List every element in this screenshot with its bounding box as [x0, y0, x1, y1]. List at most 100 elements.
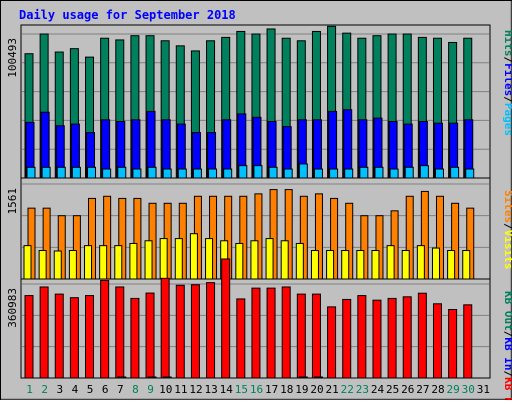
- bar-pages-day-14: [223, 168, 233, 179]
- bar-visits-day-30: [462, 250, 471, 280]
- panel-kbytes-legend: KB Out/KB In/KB F: [502, 291, 512, 400]
- day-label-25: 25: [386, 383, 399, 396]
- legend-item-sites: Sites: [502, 190, 512, 223]
- bar-kb-f-day-24: [372, 299, 382, 379]
- bar-kb-f-day-6: [100, 279, 110, 379]
- bar-kb-out-day-20: [313, 376, 323, 379]
- chart-panels: 100493Hits/Files/Pages1561Sites/Visits36…: [6, 24, 512, 404]
- bar-visits-day-15: [235, 242, 244, 280]
- bar-pages-day-7: [117, 166, 127, 179]
- bar-visits-day-16: [250, 240, 259, 280]
- legend-item-kb-in: KB In: [502, 337, 512, 370]
- bar-pages-day-18: [283, 168, 293, 179]
- bar-pages-day-8: [132, 168, 142, 179]
- bar-visits-day-13: [205, 238, 214, 280]
- bar-pages-day-11: [177, 168, 187, 179]
- day-label-1: 1: [26, 383, 33, 396]
- day-label-30: 30: [462, 383, 475, 396]
- bar-visits-day-11: [174, 238, 183, 280]
- bar-visits-day-19: [295, 242, 304, 280]
- bar-pages-day-20: [313, 168, 323, 179]
- bar-kb-f-day-16: [251, 287, 261, 379]
- panel-visits-ytick-label: 1561: [6, 188, 19, 215]
- bar-kb-f-day-12: [190, 284, 200, 379]
- bar-kb-out-day-10: [162, 376, 172, 379]
- bar-visits-day-27: [416, 245, 425, 280]
- panel-hits: 100493 Hits/Files/Pages: [6, 25, 512, 179]
- day-label-18: 18: [280, 383, 293, 396]
- day-label-12: 12: [189, 383, 202, 396]
- bar-kb-f-day-10: [160, 277, 170, 379]
- day-label-21: 21: [326, 383, 339, 396]
- day-label-17: 17: [265, 383, 278, 396]
- bar-files-day-22: [343, 109, 353, 179]
- bar-kb-f-day-1: [24, 295, 34, 379]
- day-label-27: 27: [416, 383, 429, 396]
- day-label-4: 4: [72, 383, 79, 396]
- bar-kb-f-day-21: [327, 306, 337, 379]
- bar-visits-day-10: [159, 238, 168, 280]
- bar-pages-day-10: [162, 168, 172, 179]
- panel-visits-legend: Sites/Visits: [502, 190, 512, 270]
- bar-kb-f-day-19: [296, 293, 306, 379]
- bar-kb-out-day-7: [117, 376, 127, 379]
- bar-pages-day-1: [26, 166, 36, 179]
- bar-kb-f-day-11: [175, 284, 185, 379]
- bar-pages-day-5: [87, 166, 97, 179]
- legend-item-visits: Visits: [502, 230, 512, 270]
- bar-pages-day-23: [359, 166, 369, 179]
- day-label-5: 5: [87, 383, 94, 396]
- bar-visits-day-20: [310, 250, 319, 280]
- bar-kb-f-day-4: [69, 297, 79, 379]
- bar-pages-day-16: [253, 165, 263, 179]
- bar-pages-day-13: [208, 168, 218, 179]
- bar-pages-day-6: [102, 168, 112, 179]
- bar-visits-day-1: [23, 245, 32, 280]
- bar-kb-f-day-9: [145, 292, 155, 379]
- bar-visits-day-12: [189, 233, 198, 280]
- bar-pages-day-22: [344, 168, 354, 179]
- day-label-26: 26: [401, 383, 414, 396]
- bar-kb-f-day-14: [221, 258, 231, 379]
- bar-pages-day-4: [71, 166, 81, 179]
- day-label-10: 10: [159, 383, 172, 396]
- bar-kb-f-day-18: [281, 286, 291, 379]
- bar-pages-day-15: [238, 165, 248, 179]
- bar-kb-out-day-9: [147, 376, 157, 379]
- bar-visits-day-24: [371, 250, 380, 280]
- bar-visits-day-8: [129, 242, 138, 280]
- bar-pages-day-9: [147, 166, 157, 179]
- legend-item-separator: /: [502, 57, 512, 64]
- day-label-15: 15: [235, 383, 248, 396]
- bar-visits-day-9: [144, 240, 153, 280]
- bar-pages-day-24: [374, 166, 384, 179]
- bar-kb-f-day-26: [402, 296, 412, 379]
- day-label-8: 8: [132, 383, 139, 396]
- bar-visits-day-28: [431, 247, 440, 280]
- bar-pages-day-2: [41, 166, 51, 179]
- bar-kb-f-day-23: [357, 295, 367, 379]
- day-label-14: 14: [220, 383, 234, 396]
- bar-pages-day-30: [465, 168, 475, 179]
- bar-pages-day-27: [419, 165, 429, 179]
- bar-visits-day-7: [114, 245, 123, 280]
- bar-visits-day-5: [84, 245, 93, 280]
- bar-visits-day-4: [68, 250, 77, 280]
- chart-title: Daily usage for September 2018: [19, 8, 236, 22]
- day-label-19: 19: [295, 383, 308, 396]
- bar-visits-day-25: [386, 245, 395, 280]
- panel-visits: 1561 Sites/Visits: [6, 183, 512, 280]
- bar-kb-f-day-3: [54, 293, 64, 379]
- bar-pages-day-21: [329, 168, 339, 179]
- legend-item-separator: /: [502, 96, 512, 103]
- bar-kb-f-day-30: [463, 304, 473, 379]
- legend-item-hits: Hits: [502, 30, 512, 57]
- day-label-6: 6: [102, 383, 109, 396]
- bar-kb-f-day-15: [236, 298, 246, 379]
- panel-hits-legend: Hits/Files/Pages: [502, 30, 512, 136]
- day-label-24: 24: [371, 383, 385, 396]
- panel-hits-ytick-label: 100493: [6, 38, 19, 78]
- bar-visits-day-18: [280, 240, 289, 280]
